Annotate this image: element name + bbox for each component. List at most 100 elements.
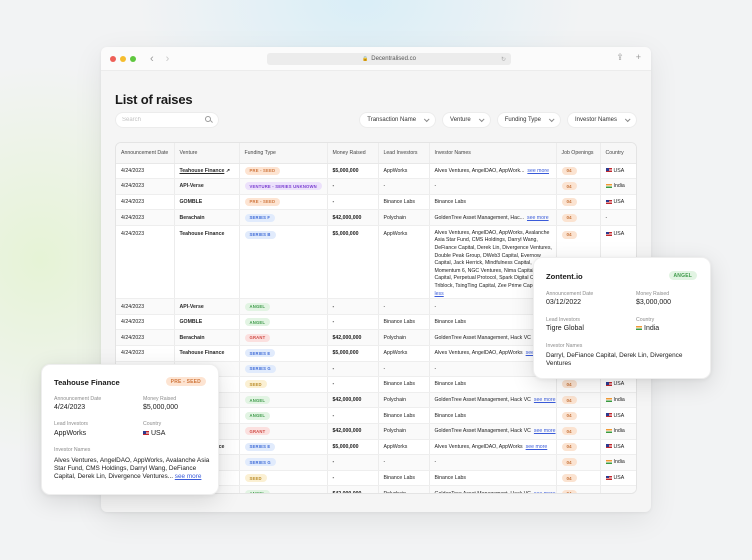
forward-arrow-icon[interactable]: › — [165, 52, 170, 65]
venture-cell: GOMBLE — [174, 194, 240, 211]
lead-investors-cell: AppWorks — [378, 439, 430, 456]
card-title: Zontent.io — [546, 272, 583, 281]
funding-type-cell: PRE - SEED — [239, 163, 328, 180]
country-cell: India — [600, 392, 636, 409]
venture-name: Teahouse Finance — [179, 230, 225, 237]
funding-type-cell: SERIES F — [239, 209, 328, 226]
job-openings-cell: 04 — [556, 439, 601, 456]
india-flag-icon — [605, 184, 612, 189]
column-header-funding-type[interactable]: Funding Type — [239, 143, 328, 164]
job-openings-badge: 04 — [561, 166, 577, 175]
see-more-link[interactable]: see more — [526, 214, 549, 221]
money-value: $5,000,000 — [143, 404, 179, 411]
search-box[interactable] — [115, 112, 219, 128]
search-input[interactable] — [122, 117, 202, 123]
external-link-icon[interactable]: ↗ — [225, 167, 231, 174]
money-raised-cell: - — [327, 194, 379, 211]
funding-type-cell: SERIES G — [239, 454, 328, 471]
lead-investors-cell: - — [378, 454, 430, 471]
investor-names-text: - — [434, 365, 437, 372]
announcement-date-cell: 4/24/2023 — [116, 298, 175, 315]
investor-names-label: Investor Names — [546, 343, 583, 349]
funding-type-badge: GRANT — [244, 333, 271, 342]
funding-type-cell: ANGEL — [239, 485, 328, 493]
raise-detail-card-zontent[interactable]: Zontent.io ANGEL Announcement Date 03/12… — [533, 257, 711, 379]
investor-names-text: Alves Ventures, AngelDAO, AppWorks — [434, 350, 523, 357]
funding-type-badge: ANGEL — [244, 489, 271, 493]
usa-flag-icon — [605, 413, 612, 418]
column-header-job-openings[interactable]: Job Openings — [556, 143, 601, 164]
page-title: List of raises — [115, 92, 193, 107]
venture-cell[interactable]: Teahouse Finance ↗ — [174, 163, 240, 180]
back-arrow-icon[interactable]: ‹ — [150, 52, 154, 65]
reload-icon[interactable]: ↻ — [500, 56, 506, 63]
country-text: USA — [613, 230, 625, 237]
funding-type-cell: ANGEL — [239, 392, 328, 409]
country-cell: India — [600, 178, 636, 195]
see-more-link[interactable]: see more — [533, 428, 556, 435]
share-icon[interactable]: ⇪ — [616, 52, 624, 62]
country-text: USA — [613, 167, 625, 174]
column-header-country[interactable]: Country — [600, 143, 636, 164]
india-flag-icon — [605, 428, 612, 433]
see-more-link[interactable]: see more — [527, 167, 549, 174]
funding-type-badge: ANGEL — [244, 302, 271, 311]
investor-names-text: Alves Ventures, AngelDAO, AppWorks, Aval… — [434, 229, 555, 290]
filter-venture[interactable]: Venture — [442, 112, 491, 128]
raise-detail-card-teahouse[interactable]: Teahouse Finance PRE - SEED Announcement… — [41, 364, 219, 495]
money-raised-cell: $5,000,000 — [327, 439, 379, 456]
lead-investors-cell: AppWorks — [378, 163, 430, 180]
money-raised-cell: $42,000,000 — [327, 329, 379, 346]
country-text: USA — [151, 430, 166, 437]
see-more-link[interactable]: see more — [174, 473, 202, 481]
country-text: India — [613, 397, 625, 404]
address-bar[interactable]: 🔒 Decentralised.co ↻ — [267, 53, 511, 65]
column-header-announcement-date[interactable]: Announcement Date — [116, 143, 175, 164]
filter-funding-type[interactable]: Funding Type — [496, 112, 561, 128]
table-row[interactable]: 4/24/2023 Berachain SERIES F $42,000,000 Pol… — [116, 209, 636, 226]
column-header-investor-names[interactable]: Investor Names — [429, 143, 557, 164]
filter-transaction-name[interactable]: Transaction Name — [359, 112, 437, 128]
country-cell: USA — [600, 407, 636, 424]
lead-investors-cell: - — [378, 178, 430, 195]
filter-investor-names[interactable]: Investor Names — [566, 112, 637, 128]
new-tab-icon[interactable]: + — [635, 52, 641, 62]
money-raised-cell: $5,000,000 — [327, 163, 379, 180]
country-text: USA — [613, 381, 625, 388]
venture-name: GOMBLE — [179, 319, 203, 326]
investor-names-cell: GoldenTree Asset Management, Hack VCsee … — [429, 329, 557, 346]
see-more-link[interactable]: see more — [533, 397, 556, 404]
search-icon[interactable] — [205, 116, 211, 122]
lead-investors-cell: Binance Labs — [378, 470, 430, 487]
investor-names-cell: Alves Ventures, AngelDAO, AppWork... see … — [429, 163, 557, 180]
column-header-lead-investors[interactable]: Lead Investors — [378, 143, 430, 164]
money-raised-cell: - — [327, 361, 379, 378]
funding-type-badge: PRE - SEED — [244, 166, 281, 175]
lead-investors-cell: Polychain — [378, 485, 430, 493]
lead-investors-cell: Binance Labs — [378, 376, 430, 393]
announcement-date-cell: 4/24/2023 — [116, 194, 175, 211]
chevron-down-icon — [548, 116, 555, 123]
usa-flag-icon — [605, 382, 612, 387]
close-window-button[interactable] — [110, 55, 116, 62]
see-more-link[interactable]: see more — [533, 490, 556, 494]
table-row[interactable]: 4/24/2023 GOMBLE PRE - SEED - Binance Labs Bi… — [116, 194, 636, 211]
column-header-money-raised[interactable]: Money Raised — [327, 143, 379, 164]
table-header-row: Announcement Date Venture Funding Type M… — [116, 143, 636, 164]
see-more-link[interactable]: see more — [525, 443, 548, 450]
job-openings-badge: 04 — [561, 396, 577, 405]
venture-name: Berachain — [179, 214, 205, 221]
investor-names-text: Alves Ventures, AngelDAO, AppWork... — [434, 167, 525, 174]
funding-type-badge: GRANT — [244, 427, 271, 436]
minimize-window-button[interactable] — [120, 55, 126, 62]
table-row[interactable]: 4/24/2023 Teahouse Finance ↗ PRE - SEED $5,… — [116, 163, 636, 180]
investor-names-label: Investor Names — [54, 447, 91, 453]
funding-type-badge: SERIES G — [244, 364, 276, 373]
column-header-venture[interactable]: Venture — [174, 143, 240, 164]
funding-type-cell: SERIES G — [239, 361, 328, 378]
table-row[interactable]: 4/24/2023GOMBLESEED-Binance LabsBinance … — [116, 376, 636, 393]
table-row[interactable]: 4/24/2023 API-Verse VENTURE - SERIES UNKNO… — [116, 178, 636, 195]
venture-name[interactable]: Teahouse Finance — [179, 167, 225, 174]
maximize-window-button[interactable] — [130, 55, 136, 62]
